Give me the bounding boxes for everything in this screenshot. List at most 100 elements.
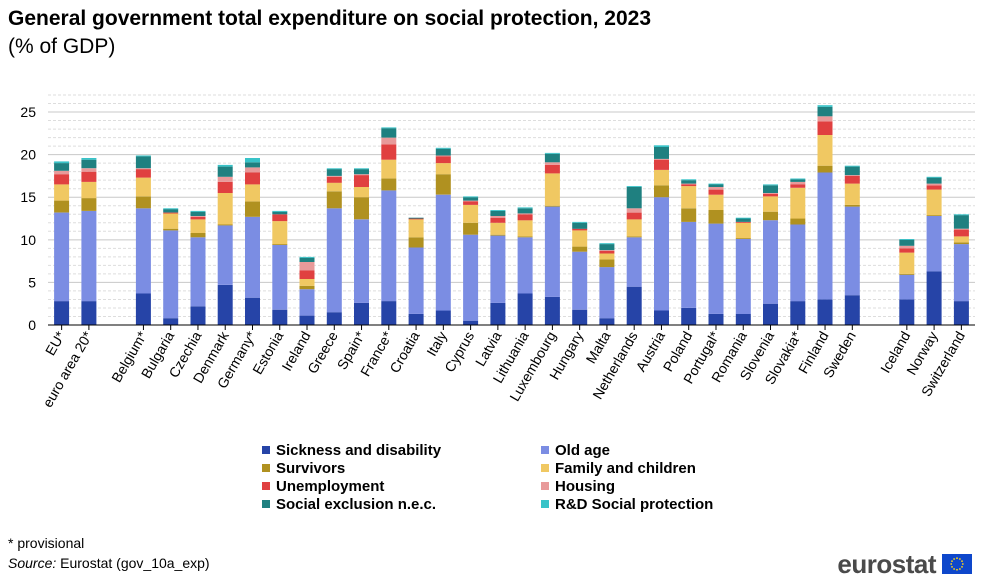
- bar-segment: [844, 165, 860, 167]
- bar-segment: [544, 205, 560, 207]
- bar-segment: [463, 222, 479, 235]
- bar-segment: [763, 220, 778, 304]
- bar-segment: [790, 179, 806, 182]
- bar-segment: [299, 256, 315, 258]
- bar-segment: [163, 209, 179, 213]
- legend-swatch: [262, 482, 270, 490]
- bar-segment: [953, 229, 969, 237]
- bar-segment: [572, 251, 588, 310]
- bar-segment: [354, 302, 369, 325]
- bar-segment: [135, 169, 151, 178]
- bar-segment: [217, 224, 233, 226]
- bar-segment: [572, 228, 588, 231]
- bar-segment: [790, 224, 806, 302]
- bar-segment: [708, 210, 724, 224]
- bar-segment: [381, 128, 397, 138]
- bar-segment: [817, 105, 833, 107]
- bar-segment: [217, 285, 233, 325]
- bar-segment: [299, 262, 315, 271]
- bar-segment: [926, 177, 942, 184]
- bar-segment: [408, 313, 424, 325]
- bar-segment: [708, 187, 724, 190]
- legend-swatch: [541, 464, 549, 472]
- bar-segment: [735, 217, 751, 219]
- bar-segment: [54, 170, 70, 175]
- bar-segment: [735, 221, 751, 223]
- bar-segment: [435, 147, 451, 149]
- bar-segment: [599, 318, 615, 325]
- legend-swatch: [541, 446, 549, 454]
- bar-segment: [190, 219, 206, 233]
- bar-segment: [681, 184, 697, 187]
- legend-label: Housing: [555, 478, 615, 495]
- bar-segment: [299, 279, 315, 286]
- bar-segment: [81, 210, 97, 302]
- bar-segment: [626, 208, 642, 213]
- bar-segment: [953, 228, 969, 230]
- chart-subtitle: (% of GDP): [8, 35, 116, 58]
- bar-segment: [708, 313, 724, 325]
- legend-item-sickness: Sickness and disability: [262, 442, 441, 460]
- bar-segment: [926, 185, 942, 190]
- bar-segment: [572, 221, 588, 223]
- bar-segment: [899, 252, 915, 274]
- bar-segment: [135, 208, 151, 294]
- bar-segment: [326, 182, 342, 192]
- bar-segment: [54, 212, 70, 302]
- bar-segment: [735, 313, 751, 325]
- bar-segment: [326, 168, 342, 170]
- bar-segment: [354, 168, 369, 170]
- bar-segment: [654, 145, 669, 147]
- bar-segment: [544, 173, 560, 206]
- bar-segment: [817, 135, 833, 166]
- bar-segment: [81, 158, 97, 160]
- bar-segment: [435, 148, 451, 156]
- bar-segment: [463, 200, 479, 202]
- bar-segment: [272, 214, 288, 222]
- bar-segment: [245, 216, 260, 298]
- legend-label: Unemployment: [276, 478, 385, 495]
- bar-segment: [217, 166, 233, 177]
- bar-segment: [272, 244, 288, 245]
- bar-segment: [544, 153, 560, 163]
- bar-segment: [544, 162, 560, 165]
- bar-segment: [54, 301, 70, 325]
- bar-segment: [572, 230, 588, 247]
- bar-segment: [953, 215, 969, 229]
- bar-segment: [626, 212, 642, 220]
- bar-segment: [517, 236, 533, 238]
- bar-segment: [899, 273, 915, 275]
- bar-segment: [135, 156, 151, 169]
- bar-segment: [190, 210, 206, 212]
- bar-segment: [844, 183, 860, 205]
- bar-segment: [54, 161, 70, 164]
- bar-segment: [844, 206, 860, 296]
- bar-segment: [272, 221, 288, 245]
- bar-segment: [654, 170, 669, 186]
- bar-segment: [681, 186, 697, 209]
- bar-segment: [245, 162, 260, 168]
- legend-item-rd: R&D Social protection: [541, 496, 713, 514]
- bar-segment: [517, 220, 533, 237]
- bar-segment: [190, 211, 206, 216]
- bar-segment: [463, 196, 479, 198]
- bar-segment: [654, 197, 669, 311]
- bar-segment: [899, 239, 915, 246]
- bar-segment: [490, 235, 506, 303]
- bar-segment: [217, 181, 233, 193]
- bar-segment: [953, 242, 969, 245]
- bar-segment: [272, 244, 288, 310]
- bar-segment: [735, 239, 751, 314]
- bar-segment: [654, 185, 669, 198]
- bar-segment: [245, 184, 260, 202]
- bar-segment: [681, 208, 697, 222]
- legend-item-family: Family and children: [541, 460, 696, 478]
- bar-segment: [81, 301, 97, 325]
- bar-segment: [245, 297, 260, 325]
- x-tick-label: EU*: [42, 328, 69, 358]
- legend-swatch: [541, 500, 549, 508]
- bar-segment: [735, 222, 751, 239]
- bar-segment: [381, 137, 397, 145]
- legend-label: Survivors: [276, 460, 346, 477]
- bar-segment: [763, 193, 778, 194]
